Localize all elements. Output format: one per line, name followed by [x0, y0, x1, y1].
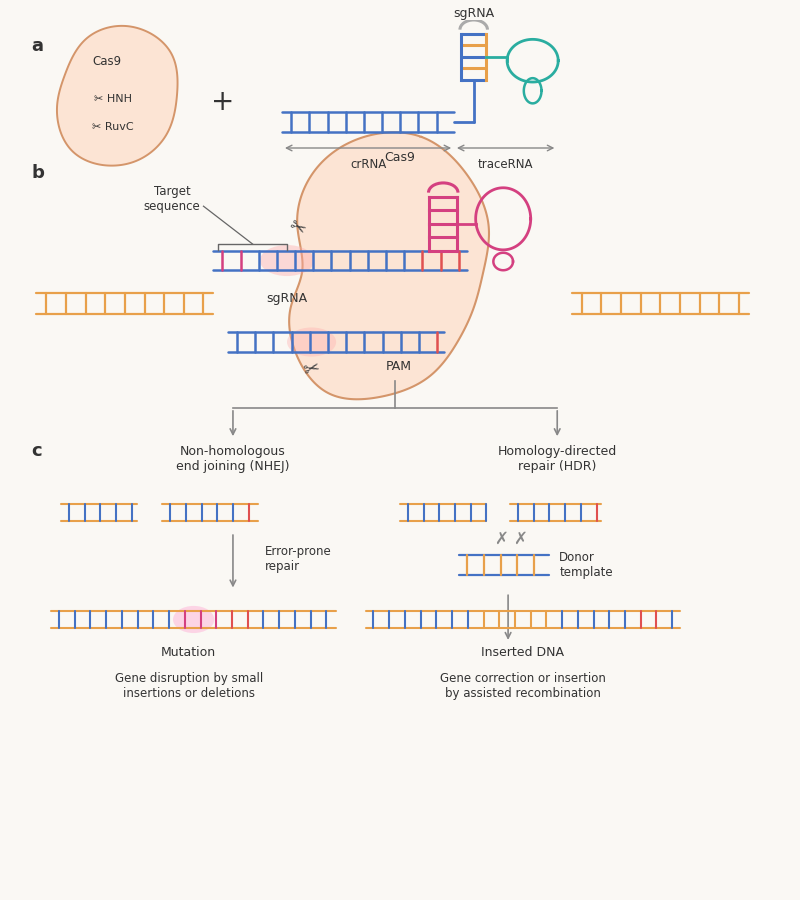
Text: Inserted DNA: Inserted DNA — [482, 645, 564, 659]
Text: ✂ HNH: ✂ HNH — [94, 94, 132, 104]
Text: +: + — [211, 88, 235, 116]
Text: Gene correction or insertion
by assisted recombination: Gene correction or insertion by assisted… — [440, 672, 606, 700]
Text: ✗: ✗ — [494, 530, 508, 548]
Text: traceRNA: traceRNA — [478, 158, 534, 171]
Ellipse shape — [260, 245, 314, 276]
Text: b: b — [31, 164, 44, 182]
Text: ✂: ✂ — [285, 215, 309, 240]
Text: Cas9: Cas9 — [93, 55, 122, 68]
Text: ✂: ✂ — [301, 358, 322, 381]
Text: PAM: PAM — [386, 360, 411, 373]
Polygon shape — [289, 132, 489, 400]
Text: c: c — [31, 442, 42, 460]
Text: sgRNA: sgRNA — [453, 7, 494, 20]
Text: Cas9: Cas9 — [385, 150, 415, 164]
Ellipse shape — [173, 606, 214, 633]
Text: Homology-directed
repair (HDR): Homology-directed repair (HDR) — [498, 445, 617, 473]
Text: a: a — [31, 38, 43, 56]
Polygon shape — [57, 26, 178, 166]
Text: Donor
template: Donor template — [559, 551, 613, 580]
Text: Error-prone
repair: Error-prone repair — [264, 545, 331, 573]
Text: sgRNA: sgRNA — [266, 292, 307, 304]
Text: Gene disruption by small
insertions or deletions: Gene disruption by small insertions or d… — [114, 672, 263, 700]
Text: ✗: ✗ — [513, 530, 527, 548]
Ellipse shape — [287, 328, 336, 356]
Text: ✂ RuvC: ✂ RuvC — [92, 122, 134, 131]
Text: Non-homologous
end joining (NHEJ): Non-homologous end joining (NHEJ) — [176, 445, 290, 473]
Text: crRNA: crRNA — [350, 158, 386, 171]
Text: Target
sequence: Target sequence — [144, 185, 201, 213]
Text: Mutation: Mutation — [161, 645, 216, 659]
